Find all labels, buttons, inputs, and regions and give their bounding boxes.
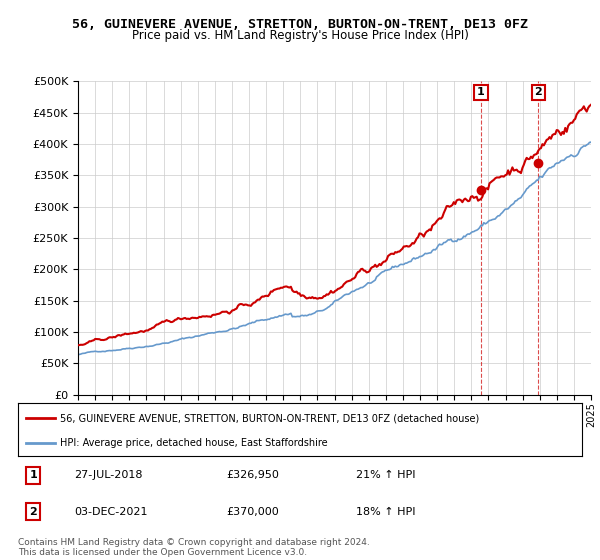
Text: 03-DEC-2021: 03-DEC-2021	[74, 507, 148, 517]
Text: £370,000: £370,000	[227, 507, 280, 517]
Text: £326,950: £326,950	[227, 470, 280, 480]
Text: 56, GUINEVERE AVENUE, STRETTON, BURTON-ON-TRENT, DE13 0FZ (detached house): 56, GUINEVERE AVENUE, STRETTON, BURTON-O…	[60, 413, 479, 423]
Text: 1: 1	[29, 470, 37, 480]
Text: 56, GUINEVERE AVENUE, STRETTON, BURTON-ON-TRENT, DE13 0FZ: 56, GUINEVERE AVENUE, STRETTON, BURTON-O…	[72, 18, 528, 31]
Text: 2: 2	[535, 87, 542, 97]
Text: 2: 2	[29, 507, 37, 517]
Text: 1: 1	[477, 87, 485, 97]
Text: Contains HM Land Registry data © Crown copyright and database right 2024.
This d: Contains HM Land Registry data © Crown c…	[18, 538, 370, 557]
Text: 18% ↑ HPI: 18% ↑ HPI	[356, 507, 416, 517]
Text: Price paid vs. HM Land Registry's House Price Index (HPI): Price paid vs. HM Land Registry's House …	[131, 29, 469, 42]
Text: 27-JUL-2018: 27-JUL-2018	[74, 470, 143, 480]
Text: 21% ↑ HPI: 21% ↑ HPI	[356, 470, 416, 480]
Text: HPI: Average price, detached house, East Staffordshire: HPI: Average price, detached house, East…	[60, 438, 328, 448]
